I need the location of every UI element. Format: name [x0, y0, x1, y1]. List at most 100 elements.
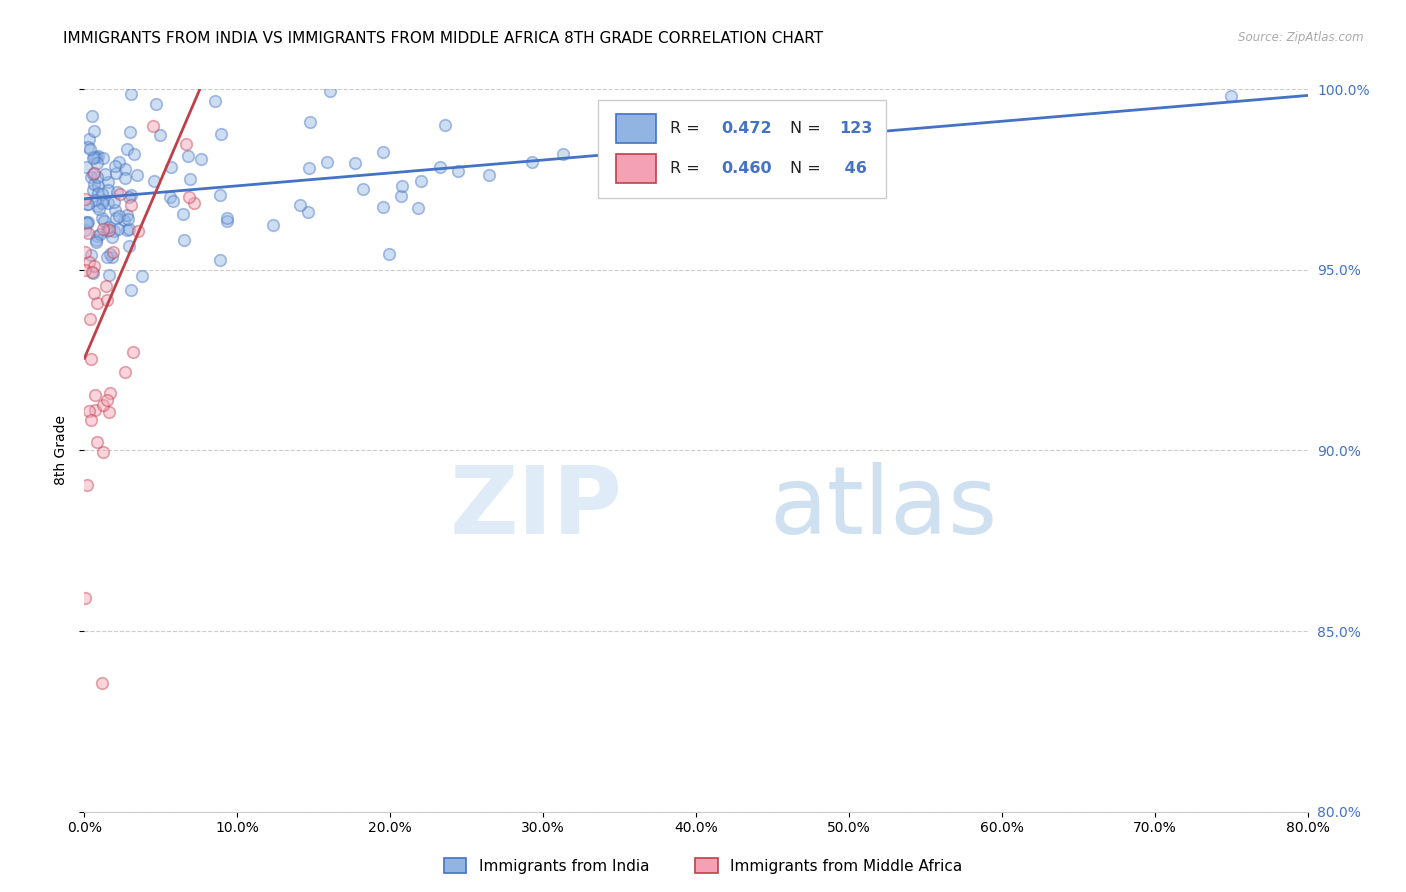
Point [371, 200, 394, 214]
Point [75, 263, 97, 277]
Point [97, 405, 120, 419]
Point [84, 194, 107, 208]
Point [298, 161, 321, 175]
Point [408, 201, 430, 215]
Point [93, 221, 115, 235]
Point [122, 147, 145, 161]
Point [522, 155, 544, 169]
Point [179, 190, 201, 204]
Point [343, 155, 366, 169]
Text: 123: 123 [839, 121, 873, 136]
Point [180, 64, 202, 78]
Point [76, 216, 98, 230]
Point [82, 109, 104, 123]
Point [84, 387, 107, 401]
Point [86, 64, 108, 78]
Point [82, 266, 104, 280]
Point [107, 222, 129, 236]
Point [98, 219, 121, 234]
Text: N =: N = [790, 161, 827, 177]
Text: R =: R = [671, 121, 706, 136]
Point [316, 155, 339, 169]
Point [551, 147, 574, 161]
Point [865, 64, 887, 78]
Point [371, 145, 394, 159]
Point [86, 169, 108, 184]
Point [143, 174, 166, 188]
Point [297, 205, 319, 219]
Point [433, 118, 456, 132]
Point [173, 233, 195, 247]
Point [96, 392, 118, 407]
Point [97, 175, 120, 189]
Point [76, 196, 98, 211]
Text: N =: N = [790, 121, 827, 136]
Point [117, 208, 139, 222]
Point [299, 114, 322, 128]
Point [188, 64, 211, 78]
Point [90, 186, 112, 201]
Point [114, 64, 136, 78]
Point [120, 284, 142, 298]
Point [478, 169, 501, 183]
Point [76, 477, 98, 491]
Point [104, 211, 127, 226]
Point [149, 128, 172, 143]
Point [209, 253, 232, 268]
Point [82, 151, 104, 165]
Point [159, 190, 181, 204]
Point [114, 162, 136, 177]
Text: 0.460: 0.460 [721, 161, 772, 177]
Point [101, 229, 124, 244]
Text: IMMIGRANTS FROM INDIA VS IMMIGRANTS FROM MIDDLE AFRICA 8TH GRADE CORRELATION CHA: IMMIGRANTS FROM INDIA VS IMMIGRANTS FROM… [63, 31, 824, 46]
Point [83, 285, 105, 300]
Point [409, 174, 432, 188]
Point [77, 227, 100, 241]
Point [104, 203, 127, 218]
Point [138, 64, 160, 78]
Point [87, 179, 110, 194]
Point [96, 224, 118, 238]
Point [429, 161, 451, 175]
Point [193, 64, 215, 78]
Text: ZIP: ZIP [450, 462, 623, 554]
Point [108, 209, 131, 223]
FancyBboxPatch shape [616, 154, 655, 183]
Point [79, 132, 101, 146]
Point [142, 120, 165, 134]
Point [77, 215, 100, 229]
Text: R =: R = [671, 161, 706, 177]
Point [83, 166, 105, 180]
Text: Source: ZipAtlas.com: Source: ZipAtlas.com [1239, 31, 1364, 45]
Point [217, 211, 239, 225]
Point [93, 398, 115, 412]
Point [86, 199, 108, 213]
Point [115, 142, 138, 156]
Point [389, 189, 412, 203]
Point [262, 218, 284, 232]
Point [98, 246, 121, 260]
Point [179, 172, 201, 186]
Point [91, 152, 114, 166]
Point [288, 197, 311, 211]
Point [105, 186, 128, 200]
Text: 46: 46 [839, 161, 868, 177]
Point [118, 190, 141, 204]
Point [75, 160, 97, 174]
Point [447, 164, 470, 178]
Point [125, 168, 148, 182]
Point [93, 214, 115, 228]
Point [77, 255, 100, 269]
Point [86, 233, 108, 247]
Point [86, 295, 108, 310]
Point [145, 97, 167, 112]
Point [177, 149, 200, 163]
Point [96, 251, 118, 265]
Text: 0.472: 0.472 [721, 121, 772, 136]
Point [120, 188, 142, 202]
Point [80, 170, 103, 185]
Text: atlas: atlas [769, 462, 998, 554]
Point [209, 128, 232, 142]
Point [86, 149, 108, 163]
Point [118, 238, 141, 252]
